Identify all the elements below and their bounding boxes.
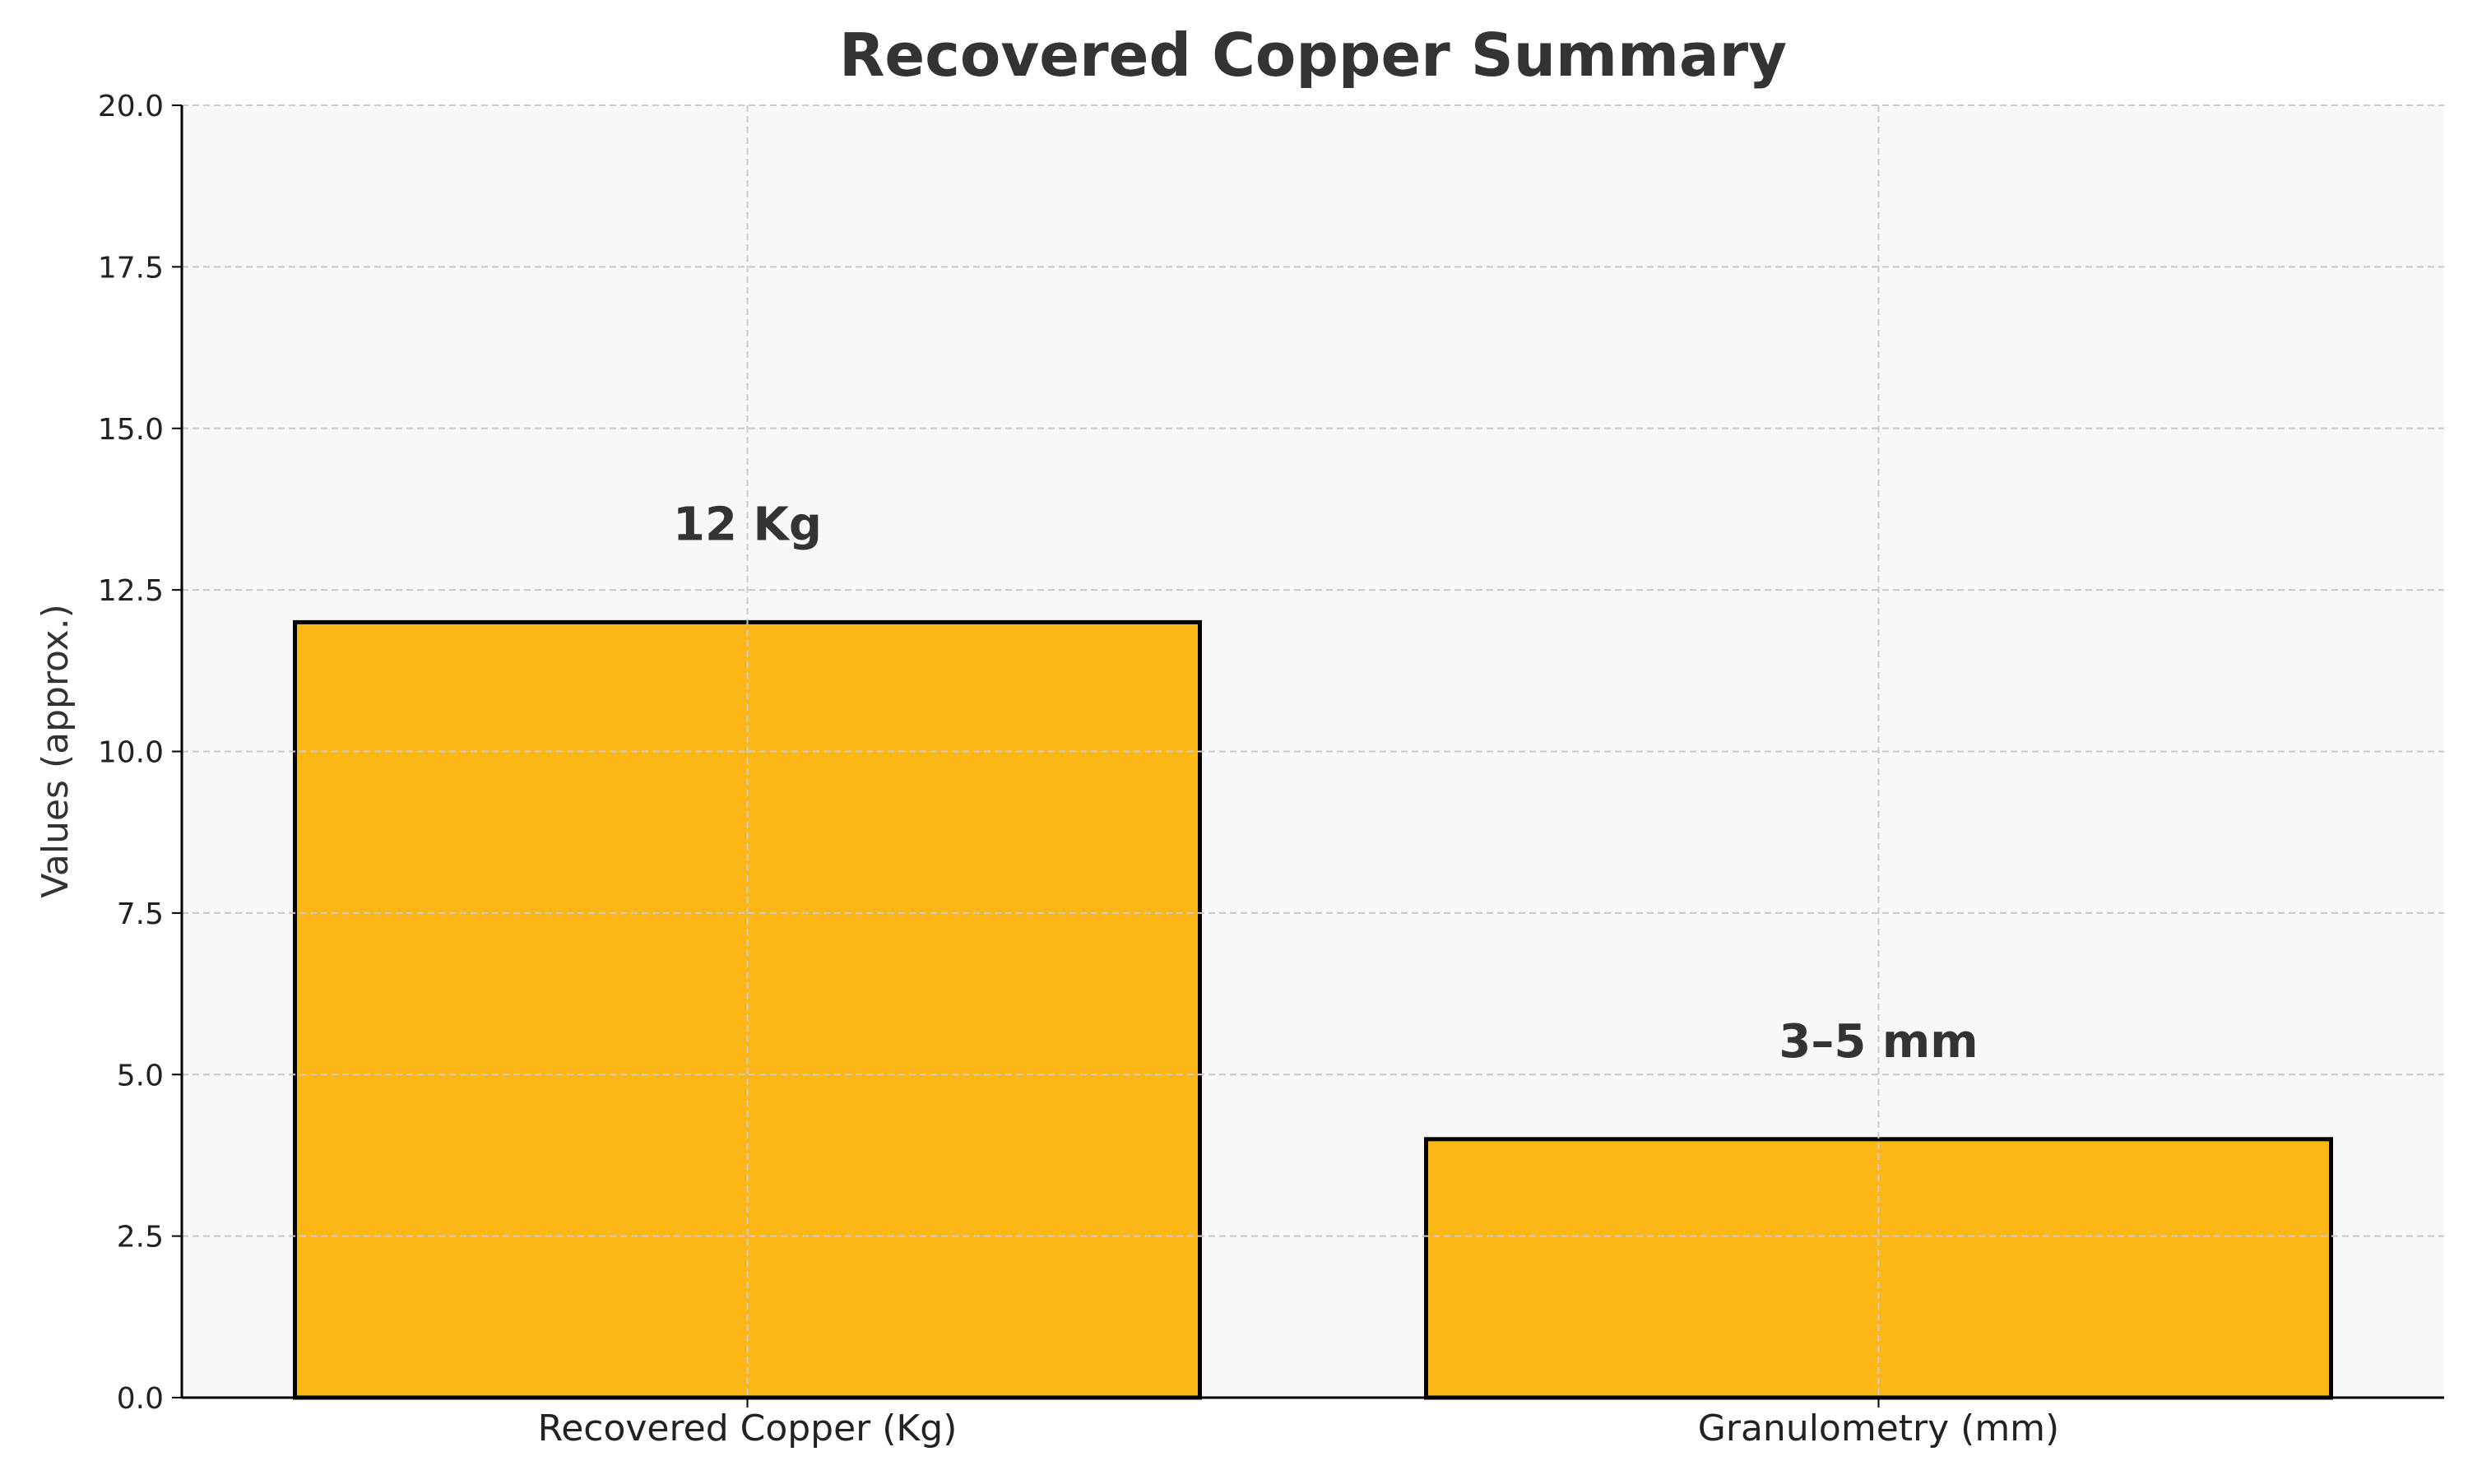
bar-data-label: 3–5 mm bbox=[1779, 1015, 1978, 1069]
y-tick-label: 5.0 bbox=[117, 1059, 164, 1092]
y-tick-label: 12.5 bbox=[98, 574, 164, 608]
y-axis-label: Values (approx.) bbox=[35, 604, 77, 898]
bar bbox=[1424, 1137, 2333, 1400]
x-tick-label: Recovered Copper (Kg) bbox=[538, 1407, 958, 1449]
bar-data-label: 12 Kg bbox=[673, 498, 822, 551]
x-tick-label: Granulometry (mm) bbox=[1698, 1407, 2059, 1449]
y-tick-label: 10.0 bbox=[98, 736, 164, 770]
chart-title: Recovered Copper Summary bbox=[839, 21, 1787, 90]
y-tick-label: 7.5 bbox=[117, 897, 164, 931]
y-tick-label: 2.5 bbox=[117, 1221, 164, 1254]
y-tick-label: 0.0 bbox=[117, 1382, 164, 1416]
bars-layer bbox=[182, 104, 2444, 1400]
ticks-layer: 0.0 2.5 5.0 7.5 10.0 12.5 15.0 17.5 20.0 Recovere… bbox=[98, 90, 2059, 1449]
y-tick-label: 17.5 bbox=[98, 251, 164, 285]
y-tick-label: 20.0 bbox=[98, 90, 164, 123]
y-tick-label: 15.0 bbox=[98, 413, 164, 447]
data-labels-layer: 12 Kg 3–5 mm bbox=[673, 498, 1979, 1068]
